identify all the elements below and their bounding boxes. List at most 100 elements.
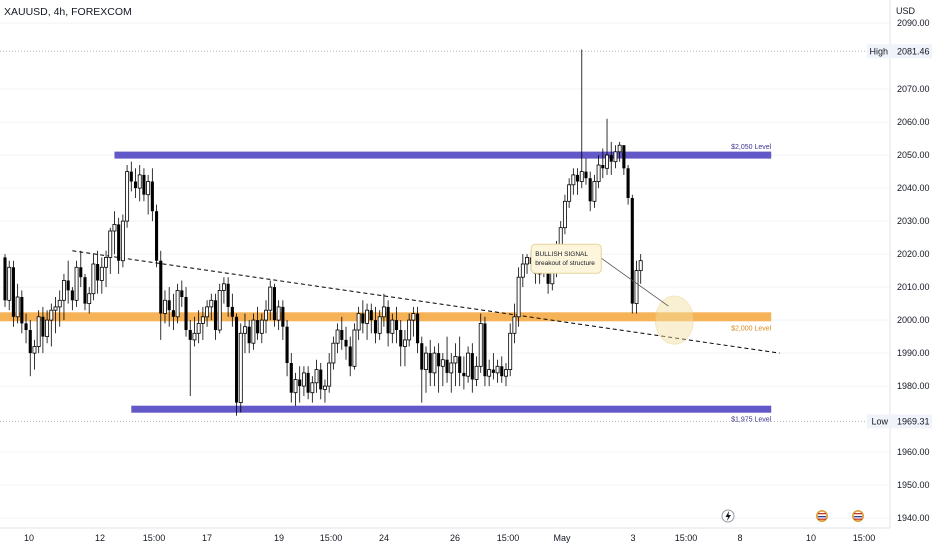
candle-body bbox=[120, 220, 125, 262]
candle bbox=[70, 287, 74, 311]
candle bbox=[230, 293, 234, 327]
candle-body bbox=[567, 184, 572, 202]
candle-body bbox=[520, 263, 525, 278]
candle-body bbox=[601, 165, 605, 169]
candle bbox=[264, 300, 268, 334]
candle bbox=[238, 323, 243, 413]
candle-body bbox=[180, 290, 184, 297]
candle bbox=[213, 293, 218, 340]
candle-body bbox=[449, 362, 454, 374]
candle bbox=[129, 161, 133, 192]
candle-body bbox=[45, 319, 50, 338]
candle bbox=[352, 323, 357, 370]
candle-body bbox=[276, 306, 281, 321]
candle-body bbox=[155, 211, 159, 261]
us-flag-stripe bbox=[818, 513, 826, 515]
candle-body bbox=[495, 365, 500, 374]
time-tick-label: 24 bbox=[379, 533, 389, 543]
candle bbox=[53, 297, 58, 334]
candle-body bbox=[478, 322, 483, 367]
candle-body bbox=[348, 346, 352, 367]
candle-body bbox=[99, 266, 104, 281]
candle-body bbox=[605, 154, 609, 169]
high-label: High bbox=[869, 46, 888, 56]
trendline bbox=[72, 250, 780, 354]
candle-body bbox=[281, 306, 285, 327]
candle bbox=[567, 178, 572, 208]
candle-body bbox=[344, 339, 348, 347]
candle-body bbox=[57, 299, 62, 308]
candle bbox=[11, 260, 15, 327]
candle-body bbox=[213, 300, 218, 330]
candle bbox=[256, 306, 260, 340]
candle bbox=[289, 353, 293, 403]
price-tick-label: 1960.00 bbox=[897, 447, 930, 457]
candle-body bbox=[243, 326, 247, 334]
candle-body bbox=[293, 379, 298, 394]
candle-body bbox=[626, 168, 630, 198]
candle-body bbox=[584, 171, 588, 179]
candle-body bbox=[500, 366, 504, 377]
candle bbox=[516, 267, 521, 327]
time-tick-label: 8 bbox=[737, 533, 742, 543]
candle-body bbox=[571, 174, 576, 186]
candle bbox=[369, 303, 373, 334]
candle bbox=[495, 359, 500, 383]
candle-body bbox=[352, 329, 357, 367]
currency-label: USD bbox=[896, 6, 916, 16]
candle-body bbox=[474, 365, 479, 380]
level-label: $2,000 Level bbox=[731, 325, 772, 332]
candle bbox=[474, 356, 479, 387]
candle-body bbox=[458, 356, 462, 373]
candle-body bbox=[386, 306, 390, 334]
us-flag-icon bbox=[852, 510, 864, 522]
candle bbox=[251, 313, 256, 350]
candle-body bbox=[150, 181, 154, 212]
candle-body bbox=[167, 300, 171, 311]
candle-body bbox=[238, 332, 243, 403]
candle bbox=[440, 353, 445, 387]
candle-body bbox=[251, 319, 256, 344]
symbol-title[interactable]: XAUUSD, 4h, FOREXCOM bbox=[4, 6, 132, 18]
candle-body bbox=[361, 313, 365, 324]
candle bbox=[504, 363, 508, 387]
high-price: 2081.46 bbox=[897, 46, 930, 56]
candle-body bbox=[483, 323, 487, 377]
candle-body bbox=[411, 313, 416, 321]
candle-body bbox=[638, 260, 643, 272]
candle bbox=[399, 320, 403, 367]
candle-body bbox=[226, 283, 230, 307]
candle-body bbox=[209, 299, 214, 308]
candle bbox=[137, 165, 142, 202]
candle-body bbox=[28, 330, 32, 354]
candle bbox=[276, 300, 281, 330]
candle-body bbox=[91, 263, 96, 295]
candle bbox=[416, 306, 420, 354]
candle bbox=[500, 356, 504, 383]
candle-body bbox=[15, 296, 20, 318]
annotation-layer: $2,050 Level $2,000 Level $1,975 Level BULL… bbox=[530, 144, 772, 424]
candle-body bbox=[7, 266, 12, 301]
callout-connector bbox=[601, 257, 669, 307]
candle bbox=[344, 326, 348, 360]
time-tick-label: 26 bbox=[450, 533, 460, 543]
candle bbox=[613, 145, 618, 169]
candle bbox=[584, 158, 588, 185]
candle-body bbox=[487, 369, 492, 377]
candle bbox=[259, 313, 264, 344]
candle bbox=[24, 313, 28, 344]
candle bbox=[150, 168, 154, 222]
candle bbox=[588, 171, 592, 212]
candle bbox=[601, 148, 605, 179]
candle bbox=[520, 254, 525, 288]
candle bbox=[7, 260, 12, 311]
candle-body bbox=[146, 181, 151, 196]
candle bbox=[638, 254, 643, 284]
candle-body bbox=[314, 369, 319, 384]
candle-body bbox=[306, 372, 310, 393]
candle bbox=[142, 168, 146, 202]
candle bbox=[192, 316, 197, 347]
candle bbox=[175, 283, 180, 324]
candle bbox=[184, 287, 188, 337]
candle bbox=[512, 303, 517, 344]
